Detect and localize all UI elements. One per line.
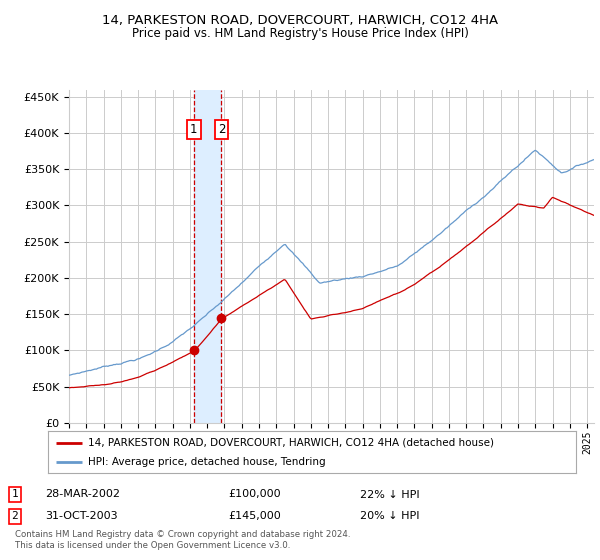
Text: 14, PARKESTON ROAD, DOVERCOURT, HARWICH, CO12 4HA: 14, PARKESTON ROAD, DOVERCOURT, HARWICH,… — [102, 14, 498, 27]
Text: 20% ↓ HPI: 20% ↓ HPI — [360, 511, 419, 521]
Text: Price paid vs. HM Land Registry's House Price Index (HPI): Price paid vs. HM Land Registry's House … — [131, 27, 469, 40]
Text: 31-OCT-2003: 31-OCT-2003 — [45, 511, 118, 521]
Text: 2: 2 — [11, 511, 19, 521]
Text: This data is licensed under the Open Government Licence v3.0.: This data is licensed under the Open Gov… — [15, 541, 290, 550]
Text: 1: 1 — [190, 123, 197, 136]
Text: 28-MAR-2002: 28-MAR-2002 — [45, 489, 120, 500]
Text: £100,000: £100,000 — [228, 489, 281, 500]
Text: 22% ↓ HPI: 22% ↓ HPI — [360, 489, 419, 500]
Text: 14, PARKESTON ROAD, DOVERCOURT, HARWICH, CO12 4HA (detached house): 14, PARKESTON ROAD, DOVERCOURT, HARWICH,… — [88, 437, 494, 447]
Text: 1: 1 — [11, 489, 19, 500]
Text: HPI: Average price, detached house, Tendring: HPI: Average price, detached house, Tend… — [88, 457, 325, 467]
Bar — [194, 90, 221, 423]
Text: 2: 2 — [218, 123, 225, 136]
Text: £145,000: £145,000 — [228, 511, 281, 521]
Text: Contains HM Land Registry data © Crown copyright and database right 2024.: Contains HM Land Registry data © Crown c… — [15, 530, 350, 539]
